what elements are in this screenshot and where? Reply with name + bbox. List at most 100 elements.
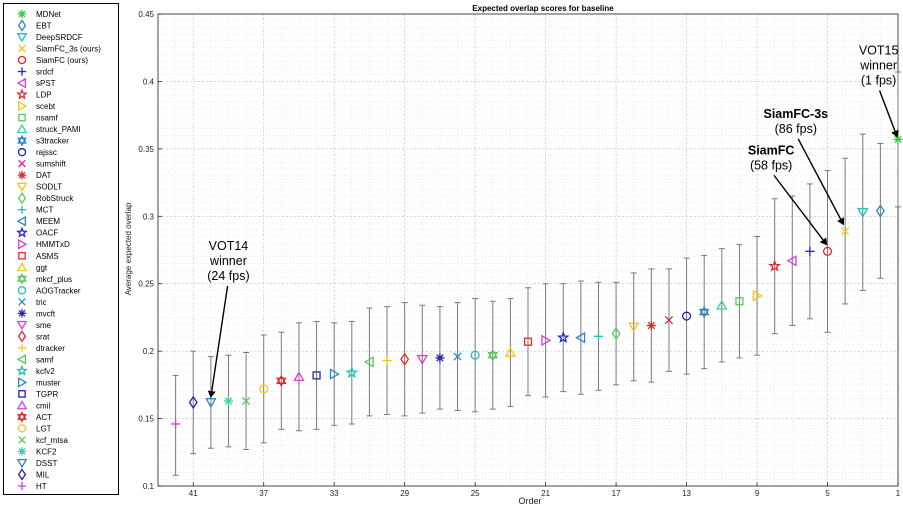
data-point bbox=[627, 322, 640, 333]
annotation-text: (24 fps) bbox=[207, 269, 249, 283]
error-bar bbox=[507, 298, 514, 407]
legend-label: sumshift bbox=[36, 160, 67, 169]
legend-marker bbox=[18, 159, 26, 168]
legend-item: ACT bbox=[17, 411, 52, 423]
data-point bbox=[276, 374, 287, 387]
legend-label: OACF bbox=[36, 229, 58, 238]
legend-marker bbox=[17, 147, 27, 157]
chart-title: Expected overlap scores for baseline bbox=[472, 4, 614, 13]
error-bar bbox=[348, 320, 355, 425]
legend-label: MCT bbox=[36, 206, 53, 215]
legend-label: SiamFC_3s (ours) bbox=[36, 45, 101, 54]
y-axis-label: Average expected overlap bbox=[124, 202, 133, 295]
legend-label: mkcf_plus bbox=[36, 275, 72, 284]
error-bar bbox=[877, 142, 884, 279]
legend-label: ggt bbox=[36, 263, 48, 272]
legend-item: HT bbox=[17, 481, 47, 491]
data-point bbox=[698, 305, 710, 319]
legend-label: cmil bbox=[36, 401, 50, 410]
legend-marker bbox=[17, 205, 27, 214]
x-tick-label: 1 bbox=[896, 489, 901, 498]
legend-item: kcf_mtsa bbox=[18, 436, 69, 445]
data-point bbox=[556, 331, 570, 344]
annotation-text: SiamFC bbox=[748, 143, 795, 157]
legend-label: DeepSRDCF bbox=[36, 33, 83, 42]
error-bar bbox=[683, 257, 690, 375]
data-point bbox=[453, 352, 462, 361]
annotation-text: (86 fps) bbox=[775, 122, 817, 136]
legend-label: HT bbox=[36, 482, 47, 491]
legend-item: samf bbox=[16, 354, 54, 365]
legend-label: HMMTxD bbox=[36, 240, 70, 249]
data-point bbox=[716, 299, 728, 310]
data-point bbox=[329, 368, 340, 380]
plot-frame bbox=[157, 13, 899, 487]
legend-label: kcf_mtsa bbox=[36, 436, 69, 445]
annotation-arrow bbox=[207, 285, 229, 398]
data-point bbox=[205, 398, 217, 409]
annotation: SiamFC-3s(86 fps) bbox=[764, 107, 845, 226]
error-bar bbox=[718, 248, 725, 363]
legend-marker bbox=[17, 9, 27, 19]
legend-marker bbox=[17, 377, 28, 388]
data-point bbox=[752, 290, 763, 302]
legend-item: srdcf bbox=[17, 67, 54, 77]
legend-label: MIL bbox=[36, 470, 50, 479]
data-point bbox=[593, 331, 604, 341]
legend-marker bbox=[16, 354, 27, 365]
legend-label: LDP bbox=[36, 91, 52, 100]
legend-marker bbox=[16, 88, 28, 100]
legend-marker bbox=[16, 364, 28, 376]
legend-item: dtracker bbox=[17, 343, 65, 353]
data-point bbox=[345, 366, 359, 379]
legend-marker bbox=[17, 19, 27, 32]
legend-item: MIL bbox=[17, 468, 50, 481]
error-bar bbox=[419, 304, 426, 414]
data-point bbox=[611, 326, 621, 341]
legend-item: ASMS bbox=[18, 251, 59, 261]
data-point bbox=[259, 384, 269, 394]
legend-label: mvcft bbox=[36, 309, 56, 318]
data-point bbox=[735, 297, 744, 306]
legend-item: ggt bbox=[16, 261, 48, 272]
annotation: SiamFC(58 fps) bbox=[748, 143, 828, 246]
y-tick-label: 0.3 bbox=[143, 212, 155, 221]
legend-marker bbox=[17, 343, 27, 353]
x-tick-label: 21 bbox=[541, 489, 550, 498]
annotation-arrow bbox=[797, 138, 845, 226]
legend-item: kcfv2 bbox=[16, 364, 55, 376]
error-bar bbox=[577, 280, 584, 395]
error-bar bbox=[560, 283, 567, 393]
annotation-text: VOT14 bbox=[209, 239, 249, 253]
annotation-arrow bbox=[878, 90, 899, 138]
legend-item: mvcft bbox=[17, 309, 56, 318]
annotation-text: VOT15 bbox=[859, 43, 899, 57]
legend-item: EBT bbox=[17, 19, 52, 32]
legend-item: sumshift bbox=[18, 159, 67, 169]
data-point bbox=[541, 334, 552, 347]
legend-marker bbox=[18, 251, 26, 260]
legend-item: mkcf_plus bbox=[17, 273, 72, 285]
legend-marker bbox=[16, 458, 28, 469]
legend-item: cmil bbox=[16, 400, 50, 410]
data-point bbox=[400, 352, 410, 366]
legend-label: TGPR bbox=[36, 390, 58, 399]
legend-marker bbox=[17, 309, 27, 318]
error-bar bbox=[331, 322, 338, 426]
data-point bbox=[382, 355, 392, 366]
legend-label: DSST bbox=[36, 459, 57, 468]
legend-item: LDP bbox=[16, 88, 52, 100]
legend-item: tric bbox=[18, 298, 47, 307]
data-point bbox=[841, 226, 850, 236]
error-bar bbox=[313, 320, 320, 430]
legend-item: scebt bbox=[17, 100, 56, 112]
legend-label: sme bbox=[36, 321, 52, 330]
legend-label: scebt bbox=[36, 102, 56, 111]
legend-item: DeepSRDCF bbox=[16, 33, 83, 43]
error-bar bbox=[525, 287, 531, 397]
data-point bbox=[893, 134, 903, 145]
data-point bbox=[664, 315, 674, 325]
legend-item: SiamFC (ours) bbox=[17, 55, 88, 65]
error-bar bbox=[736, 244, 743, 359]
